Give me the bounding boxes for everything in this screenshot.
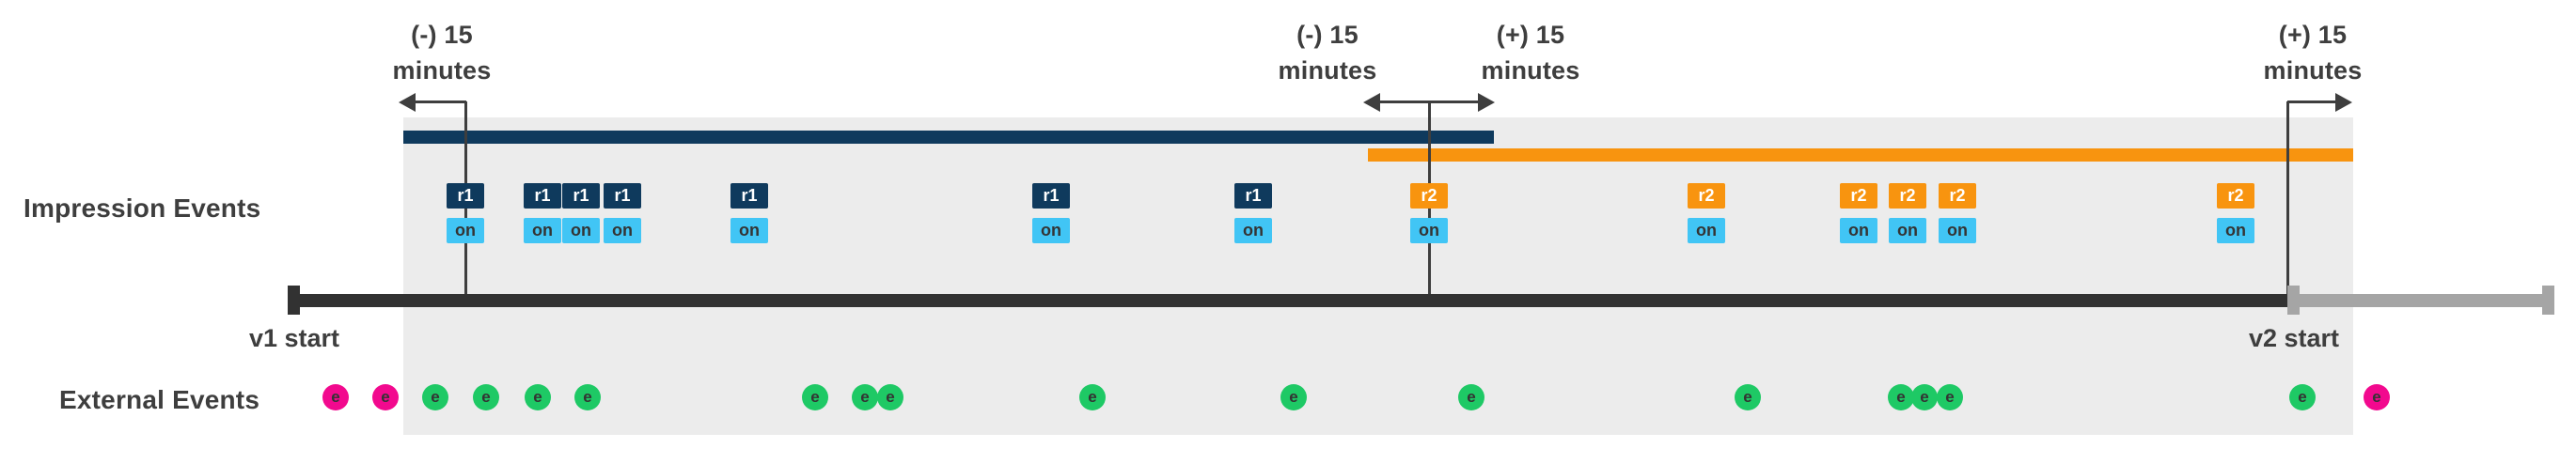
v1-start-label: v1 start bbox=[248, 324, 340, 352]
v1-activity-bar bbox=[403, 131, 1494, 144]
external-event-dot: e bbox=[322, 384, 349, 410]
external-event-dot: e bbox=[525, 384, 551, 410]
impression-tag-badge: r2 bbox=[2217, 183, 2254, 209]
external-event-dot: e bbox=[877, 384, 903, 410]
external-event-dot: e bbox=[1911, 384, 1938, 410]
impression-event: r1 on bbox=[562, 183, 600, 243]
offset-line2: minutes bbox=[392, 56, 492, 85]
impression-on-badge: on bbox=[730, 218, 768, 243]
impression-event: r1 on bbox=[447, 183, 484, 243]
impression-tag-badge: r1 bbox=[1032, 183, 1070, 209]
offset-line1: (-) 15 bbox=[1296, 21, 1359, 49]
impression-tag-badge: r1 bbox=[524, 183, 561, 209]
impression-tag-badge: r2 bbox=[1939, 183, 1976, 209]
impression-event: r2 on bbox=[1939, 183, 1976, 243]
impression-tag-badge: r2 bbox=[1840, 183, 1877, 209]
impression-on-badge: on bbox=[524, 218, 561, 243]
impression-on-badge: on bbox=[562, 218, 600, 243]
plus-15-arrow-right bbox=[2287, 101, 2337, 103]
impression-on-badge: on bbox=[1032, 218, 1070, 243]
offset-line2: minutes bbox=[2263, 56, 2363, 85]
external-events-row-label: External Events bbox=[59, 385, 260, 414]
impression-on-badge: on bbox=[1410, 218, 1448, 243]
timeline-future-segment bbox=[2300, 294, 2542, 307]
impression-on-badge: on bbox=[1234, 218, 1272, 243]
arrow-right-icon bbox=[1478, 93, 1495, 112]
external-event-dot: e bbox=[372, 384, 399, 410]
external-event-dot: e bbox=[1735, 384, 1761, 410]
impression-on-badge: on bbox=[1688, 218, 1725, 243]
external-event-dot: e bbox=[1937, 384, 1963, 410]
impression-event: r2 on bbox=[1410, 183, 1448, 243]
impression-tag-badge: r2 bbox=[1688, 183, 1725, 209]
external-event-dot: e bbox=[802, 384, 828, 410]
impression-on-badge: on bbox=[1840, 218, 1877, 243]
impression-event: r1 on bbox=[1234, 183, 1272, 243]
offset-line1: (+) 15 bbox=[1496, 21, 1565, 49]
offset-label-minus15-left: (-) 15 minutes bbox=[329, 17, 555, 88]
impression-tag-badge: r2 bbox=[1410, 183, 1448, 209]
impression-on-badge: on bbox=[604, 218, 641, 243]
analysis-window-panel bbox=[403, 117, 2353, 435]
external-event-dot: e bbox=[422, 384, 448, 410]
external-event-dot: e bbox=[2364, 384, 2390, 410]
external-event-dot: e bbox=[574, 384, 601, 410]
v2-start-label: v2 start bbox=[2248, 324, 2340, 352]
impression-event: r2 on bbox=[1840, 183, 1877, 243]
external-event-dot: e bbox=[1280, 384, 1307, 410]
offset-line2: minutes bbox=[1481, 56, 1580, 85]
impression-event: r1 on bbox=[1032, 183, 1070, 243]
impression-tag-badge: r1 bbox=[604, 183, 641, 209]
external-event-dot: e bbox=[2289, 384, 2316, 410]
external-event-dot: e bbox=[1458, 384, 1484, 410]
offset-line2: minutes bbox=[1278, 56, 1377, 85]
impression-on-badge: on bbox=[447, 218, 484, 243]
impression-tag-badge: r1 bbox=[1234, 183, 1272, 209]
offset-label-plus15-middle: (+) 15 minutes bbox=[1418, 17, 1643, 88]
timeline-end-tick bbox=[2542, 286, 2554, 315]
offset-label-plus15-right: (+) 15 minutes bbox=[2200, 17, 2426, 88]
arrow-left-icon bbox=[1363, 93, 1380, 112]
impression-event: r2 on bbox=[1688, 183, 1725, 243]
impression-event: r2 on bbox=[1889, 183, 1926, 243]
offset-label-minus15-middle: (-) 15 minutes bbox=[1215, 17, 1440, 88]
impression-event: r1 on bbox=[730, 183, 768, 243]
impression-event: r2 on bbox=[2217, 183, 2254, 243]
impression-tag-badge: r1 bbox=[730, 183, 768, 209]
arrow-right-icon bbox=[2335, 93, 2352, 112]
v2-window-end-line bbox=[2286, 101, 2289, 295]
timeline-active-segment bbox=[288, 294, 2287, 307]
impression-on-badge: on bbox=[2217, 218, 2254, 243]
impression-event: r1 on bbox=[604, 183, 641, 243]
v2-start-tick bbox=[2287, 286, 2300, 315]
impression-on-badge: on bbox=[1939, 218, 1976, 243]
offset-line1: (-) 15 bbox=[411, 21, 473, 49]
impression-tag-badge: r2 bbox=[1889, 183, 1926, 209]
minus-15-arrow-left bbox=[413, 101, 466, 103]
impression-events-row-label: Impression Events bbox=[24, 193, 261, 223]
external-event-dot: e bbox=[473, 384, 499, 410]
arrow-left-icon bbox=[399, 93, 416, 112]
external-event-dot: e bbox=[852, 384, 878, 410]
v2-activity-bar bbox=[1368, 148, 2353, 162]
impression-tag-badge: r1 bbox=[562, 183, 600, 209]
impression-on-badge: on bbox=[1889, 218, 1926, 243]
impression-event: r1 on bbox=[524, 183, 561, 243]
plus-minus-15-arrow-middle bbox=[1378, 101, 1480, 103]
offset-line1: (+) 15 bbox=[2278, 21, 2348, 49]
external-event-dot: e bbox=[1079, 384, 1106, 410]
impression-tag-badge: r1 bbox=[447, 183, 484, 209]
external-event-dot: e bbox=[1888, 384, 1914, 410]
